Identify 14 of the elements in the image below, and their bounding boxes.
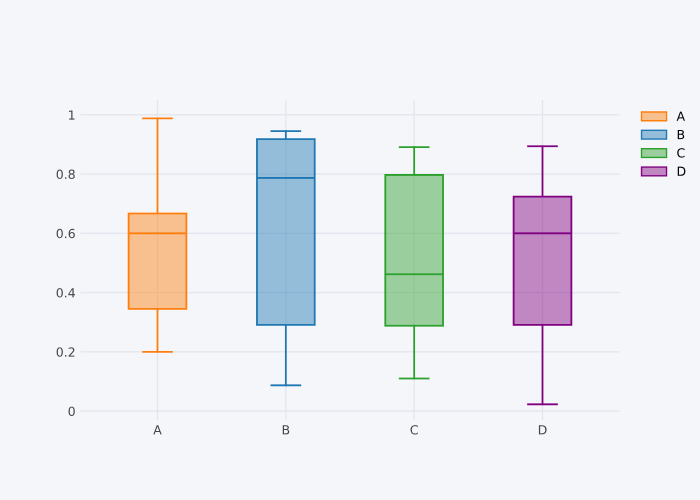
y-tick-label: 0.2 (56, 347, 74, 357)
legend-label: C (677, 148, 685, 158)
x-tick-label: C (410, 425, 418, 435)
x-tick-label: D (538, 425, 547, 434)
x-tick-label: A (153, 425, 162, 434)
x-tick-label: B (282, 425, 290, 434)
legend-label: B (678, 130, 684, 140)
y-tick-label: 0 (68, 406, 75, 416)
y-tick-label: 0.4 (56, 288, 75, 298)
y-tick-label: 0.8 (56, 170, 75, 179)
y-tick-label: 1 (69, 110, 74, 120)
y-tick-label: 0.6 (56, 228, 75, 238)
legend-label: A (676, 112, 685, 121)
legend-label: D (678, 166, 686, 176)
